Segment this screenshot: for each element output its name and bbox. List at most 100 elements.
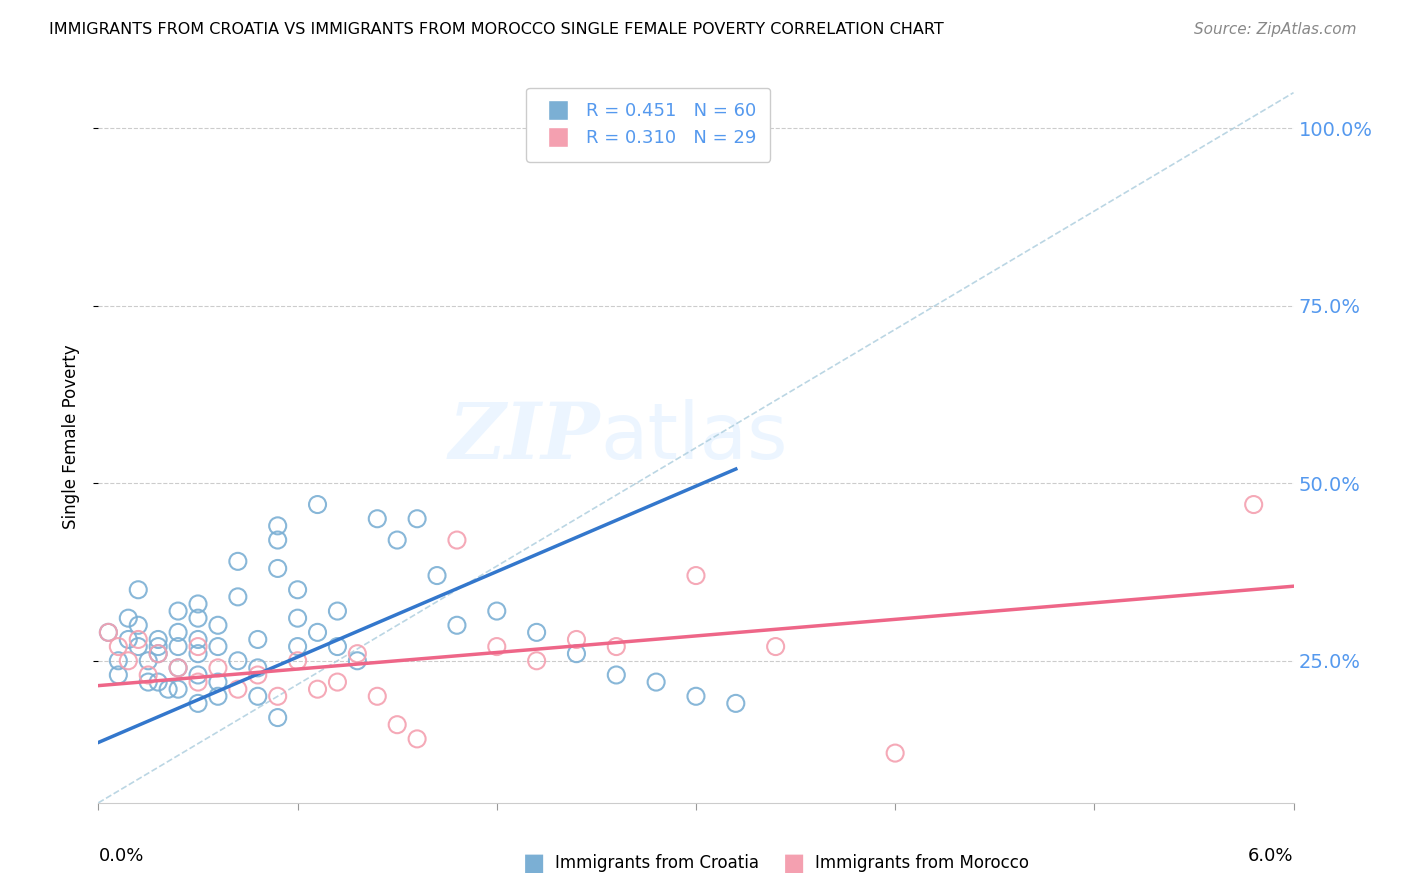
Point bbox=[307, 498, 329, 512]
Point bbox=[267, 519, 290, 533]
Point bbox=[107, 640, 129, 654]
Point bbox=[148, 632, 170, 647]
Point bbox=[385, 717, 409, 731]
Point bbox=[167, 661, 190, 675]
Y-axis label: Single Female Poverty: Single Female Poverty bbox=[62, 345, 80, 529]
Point bbox=[605, 640, 627, 654]
Point bbox=[187, 632, 209, 647]
Point bbox=[207, 640, 229, 654]
Point bbox=[366, 512, 388, 526]
Text: 0.0%: 0.0% bbox=[98, 847, 143, 864]
Point bbox=[226, 554, 249, 568]
Point bbox=[148, 647, 170, 661]
Point bbox=[526, 625, 548, 640]
Point bbox=[97, 625, 120, 640]
Point bbox=[326, 640, 349, 654]
Text: ZIP: ZIP bbox=[449, 399, 600, 475]
Point bbox=[287, 582, 309, 597]
Point bbox=[226, 654, 249, 668]
Point bbox=[148, 675, 170, 690]
Point bbox=[346, 647, 368, 661]
Point bbox=[526, 654, 548, 668]
Point bbox=[136, 675, 159, 690]
Point bbox=[167, 625, 190, 640]
Text: 6.0%: 6.0% bbox=[1249, 847, 1294, 864]
Point bbox=[187, 647, 209, 661]
Point bbox=[207, 690, 229, 704]
Point bbox=[765, 640, 787, 654]
Point bbox=[565, 647, 588, 661]
Point bbox=[107, 654, 129, 668]
Point bbox=[724, 697, 747, 711]
Point bbox=[167, 604, 190, 618]
Point bbox=[246, 668, 269, 682]
Text: Immigrants from Croatia: Immigrants from Croatia bbox=[555, 855, 759, 872]
Point bbox=[136, 668, 159, 682]
Point bbox=[406, 731, 429, 746]
Text: Source: ZipAtlas.com: Source: ZipAtlas.com bbox=[1194, 22, 1357, 37]
Text: Immigrants from Morocco: Immigrants from Morocco bbox=[815, 855, 1029, 872]
Point bbox=[307, 682, 329, 697]
Point bbox=[187, 668, 209, 682]
Text: IMMIGRANTS FROM CROATIA VS IMMIGRANTS FROM MOROCCO SINGLE FEMALE POVERTY CORRELA: IMMIGRANTS FROM CROATIA VS IMMIGRANTS FR… bbox=[49, 22, 943, 37]
Point bbox=[485, 640, 508, 654]
Point bbox=[127, 632, 149, 647]
Text: ■: ■ bbox=[783, 852, 806, 875]
Point bbox=[267, 533, 290, 547]
Point bbox=[187, 697, 209, 711]
Point bbox=[645, 675, 668, 690]
Point bbox=[485, 604, 508, 618]
Point bbox=[307, 625, 329, 640]
Point bbox=[187, 640, 209, 654]
Point bbox=[187, 597, 209, 611]
Point bbox=[246, 632, 269, 647]
Point bbox=[685, 690, 707, 704]
Point bbox=[127, 618, 149, 632]
Point bbox=[97, 625, 120, 640]
Point bbox=[117, 611, 139, 625]
Point bbox=[685, 568, 707, 582]
Point bbox=[117, 632, 139, 647]
Point bbox=[207, 661, 229, 675]
Point bbox=[117, 654, 139, 668]
Point bbox=[136, 654, 159, 668]
Point bbox=[287, 611, 309, 625]
Point bbox=[207, 675, 229, 690]
Point bbox=[226, 590, 249, 604]
Point bbox=[267, 710, 290, 724]
Point bbox=[148, 640, 170, 654]
Point bbox=[446, 533, 468, 547]
Text: ■: ■ bbox=[523, 852, 546, 875]
Point bbox=[107, 668, 129, 682]
Point bbox=[884, 746, 907, 760]
Point bbox=[426, 568, 449, 582]
Point bbox=[267, 690, 290, 704]
Point bbox=[446, 618, 468, 632]
Point bbox=[385, 533, 409, 547]
Point bbox=[167, 640, 190, 654]
Point bbox=[127, 582, 149, 597]
Legend: R = 0.451   N = 60, R = 0.310   N = 29: R = 0.451 N = 60, R = 0.310 N = 29 bbox=[526, 87, 770, 161]
Point bbox=[167, 682, 190, 697]
Point bbox=[346, 654, 368, 668]
Point bbox=[1243, 498, 1265, 512]
Point bbox=[246, 690, 269, 704]
Point bbox=[605, 668, 627, 682]
Point bbox=[187, 611, 209, 625]
Point bbox=[565, 632, 588, 647]
Point bbox=[207, 618, 229, 632]
Point bbox=[366, 690, 388, 704]
Text: atlas: atlas bbox=[600, 399, 787, 475]
Point bbox=[326, 675, 349, 690]
Point bbox=[226, 682, 249, 697]
Point bbox=[246, 661, 269, 675]
Point bbox=[287, 640, 309, 654]
Point bbox=[287, 654, 309, 668]
Point bbox=[267, 561, 290, 575]
Point bbox=[167, 661, 190, 675]
Point bbox=[187, 675, 209, 690]
Point bbox=[326, 604, 349, 618]
Point bbox=[157, 682, 180, 697]
Point bbox=[127, 640, 149, 654]
Point bbox=[148, 647, 170, 661]
